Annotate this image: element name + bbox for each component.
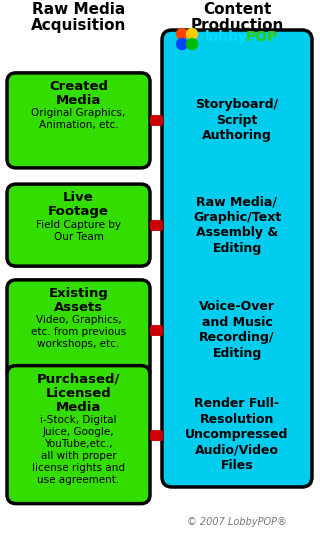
Circle shape [187,29,197,40]
Text: POP: POP [246,30,278,44]
Text: Raw Media/
Graphic/Text
Assembly &
Editing: Raw Media/ Graphic/Text Assembly & Editi… [193,195,281,255]
Text: Existing
Assets: Existing Assets [49,287,108,314]
Circle shape [177,38,188,49]
Text: Field Capture by
Our Team: Field Capture by Our Team [36,220,121,242]
Text: Raw Media
Acquisition: Raw Media Acquisition [31,2,127,33]
Text: Render Full-
Resolution
Uncompressed
Audio/Video
Files: Render Full- Resolution Uncompressed Aud… [185,397,289,472]
Text: Voice-Over
and Music
Recording/
Editing: Voice-Over and Music Recording/ Editing [199,300,275,360]
Text: Content
Production: Content Production [190,2,284,33]
FancyBboxPatch shape [7,184,150,266]
Text: Purchased/
Licensed
Media: Purchased/ Licensed Media [37,373,120,414]
Text: Live
Footage: Live Footage [48,191,109,218]
Text: Original Graphics,
Animation, etc.: Original Graphics, Animation, etc. [31,108,126,131]
FancyBboxPatch shape [7,73,150,168]
FancyBboxPatch shape [7,366,150,504]
FancyBboxPatch shape [162,30,312,487]
Text: Video, Graphics,
etc. from previous
workshops, etc.: Video, Graphics, etc. from previous work… [31,315,126,350]
Text: © 2007 LobbyPOP®: © 2007 LobbyPOP® [187,517,287,527]
Text: Created
Media: Created Media [49,80,108,107]
Circle shape [177,29,188,40]
Text: Storyboard/
Script
Authoring: Storyboard/ Script Authoring [196,99,279,143]
Text: lobby: lobby [205,30,248,44]
Circle shape [187,38,197,49]
FancyBboxPatch shape [7,280,150,380]
Text: i-Stock, Digital
Juice, Google,
YouTube,etc.,
all with proper
license rights and: i-Stock, Digital Juice, Google, YouTube,… [32,415,125,485]
